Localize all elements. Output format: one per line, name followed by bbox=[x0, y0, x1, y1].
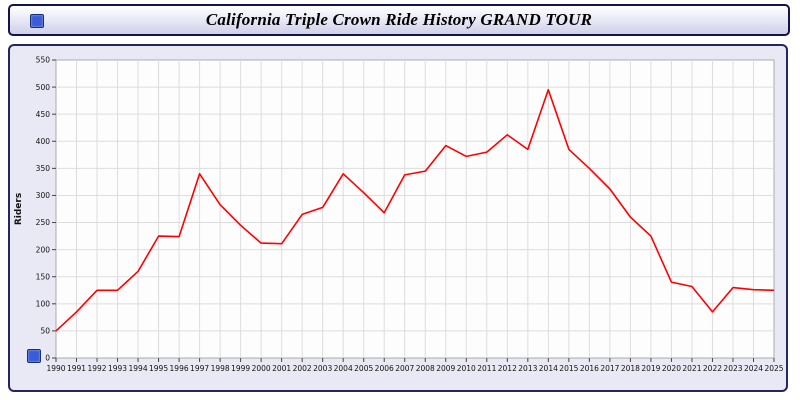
svg-text:1998: 1998 bbox=[211, 364, 230, 373]
page-title: California Triple Crown Ride History GRA… bbox=[205, 10, 593, 29]
svg-text:500: 500 bbox=[36, 83, 51, 92]
chart-panel: 0 50 100 150 200 250 300 350 400 450 500 550 1990 199… bbox=[8, 44, 788, 392]
blue-square-icon bbox=[27, 349, 41, 363]
svg-text:250: 250 bbox=[36, 218, 51, 227]
svg-text:2019: 2019 bbox=[641, 364, 660, 373]
svg-text:Riders: Riders bbox=[14, 193, 24, 225]
svg-text:2011: 2011 bbox=[477, 364, 496, 373]
svg-text:150: 150 bbox=[36, 272, 51, 281]
svg-text:2003: 2003 bbox=[313, 364, 332, 373]
svg-text:2021: 2021 bbox=[682, 364, 701, 373]
svg-text:2006: 2006 bbox=[375, 364, 394, 373]
svg-text:2001: 2001 bbox=[272, 364, 291, 373]
svg-text:1997: 1997 bbox=[190, 364, 209, 373]
svg-text:100: 100 bbox=[36, 300, 51, 309]
svg-text:2022: 2022 bbox=[703, 364, 722, 373]
svg-text:2012: 2012 bbox=[498, 364, 517, 373]
svg-text:2014: 2014 bbox=[539, 364, 558, 373]
svg-text:1996: 1996 bbox=[170, 364, 189, 373]
svg-text:1992: 1992 bbox=[87, 364, 106, 373]
svg-text:2016: 2016 bbox=[580, 364, 599, 373]
title-bar: California Triple Crown Ride History GRA… bbox=[8, 4, 790, 36]
svg-text:2007: 2007 bbox=[395, 364, 414, 373]
svg-text:2005: 2005 bbox=[354, 364, 373, 373]
svg-text:50: 50 bbox=[40, 327, 50, 336]
svg-text:2020: 2020 bbox=[662, 364, 681, 373]
svg-text:550: 550 bbox=[36, 56, 51, 65]
svg-text:2025: 2025 bbox=[764, 364, 783, 373]
svg-text:1995: 1995 bbox=[149, 364, 168, 373]
svg-text:300: 300 bbox=[36, 191, 51, 200]
svg-text:1990: 1990 bbox=[46, 364, 65, 373]
svg-text:1993: 1993 bbox=[108, 364, 127, 373]
svg-text:2015: 2015 bbox=[559, 364, 578, 373]
svg-text:400: 400 bbox=[36, 137, 51, 146]
svg-text:2010: 2010 bbox=[457, 364, 476, 373]
svg-text:2018: 2018 bbox=[621, 364, 640, 373]
svg-text:2024: 2024 bbox=[744, 364, 763, 373]
svg-text:2008: 2008 bbox=[416, 364, 435, 373]
svg-text:200: 200 bbox=[36, 245, 51, 254]
svg-text:0: 0 bbox=[45, 354, 50, 363]
svg-text:2009: 2009 bbox=[436, 364, 455, 373]
svg-text:1991: 1991 bbox=[67, 364, 86, 373]
svg-text:2023: 2023 bbox=[723, 364, 742, 373]
svg-text:1999: 1999 bbox=[231, 364, 250, 373]
svg-text:450: 450 bbox=[36, 110, 51, 119]
svg-text:1994: 1994 bbox=[129, 364, 148, 373]
blue-square-icon bbox=[30, 14, 44, 28]
svg-text:2000: 2000 bbox=[252, 364, 271, 373]
svg-text:2002: 2002 bbox=[293, 364, 312, 373]
svg-text:2017: 2017 bbox=[600, 364, 619, 373]
svg-text:2013: 2013 bbox=[518, 364, 537, 373]
svg-text:2004: 2004 bbox=[334, 364, 353, 373]
svg-text:350: 350 bbox=[36, 164, 51, 173]
